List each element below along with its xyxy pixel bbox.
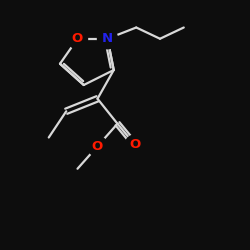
Circle shape — [98, 29, 117, 49]
Circle shape — [68, 29, 87, 49]
Text: O: O — [72, 32, 83, 45]
Circle shape — [125, 135, 145, 155]
Circle shape — [88, 136, 108, 156]
Text: N: N — [102, 32, 113, 45]
Text: O: O — [130, 138, 140, 151]
Text: O: O — [92, 140, 103, 153]
